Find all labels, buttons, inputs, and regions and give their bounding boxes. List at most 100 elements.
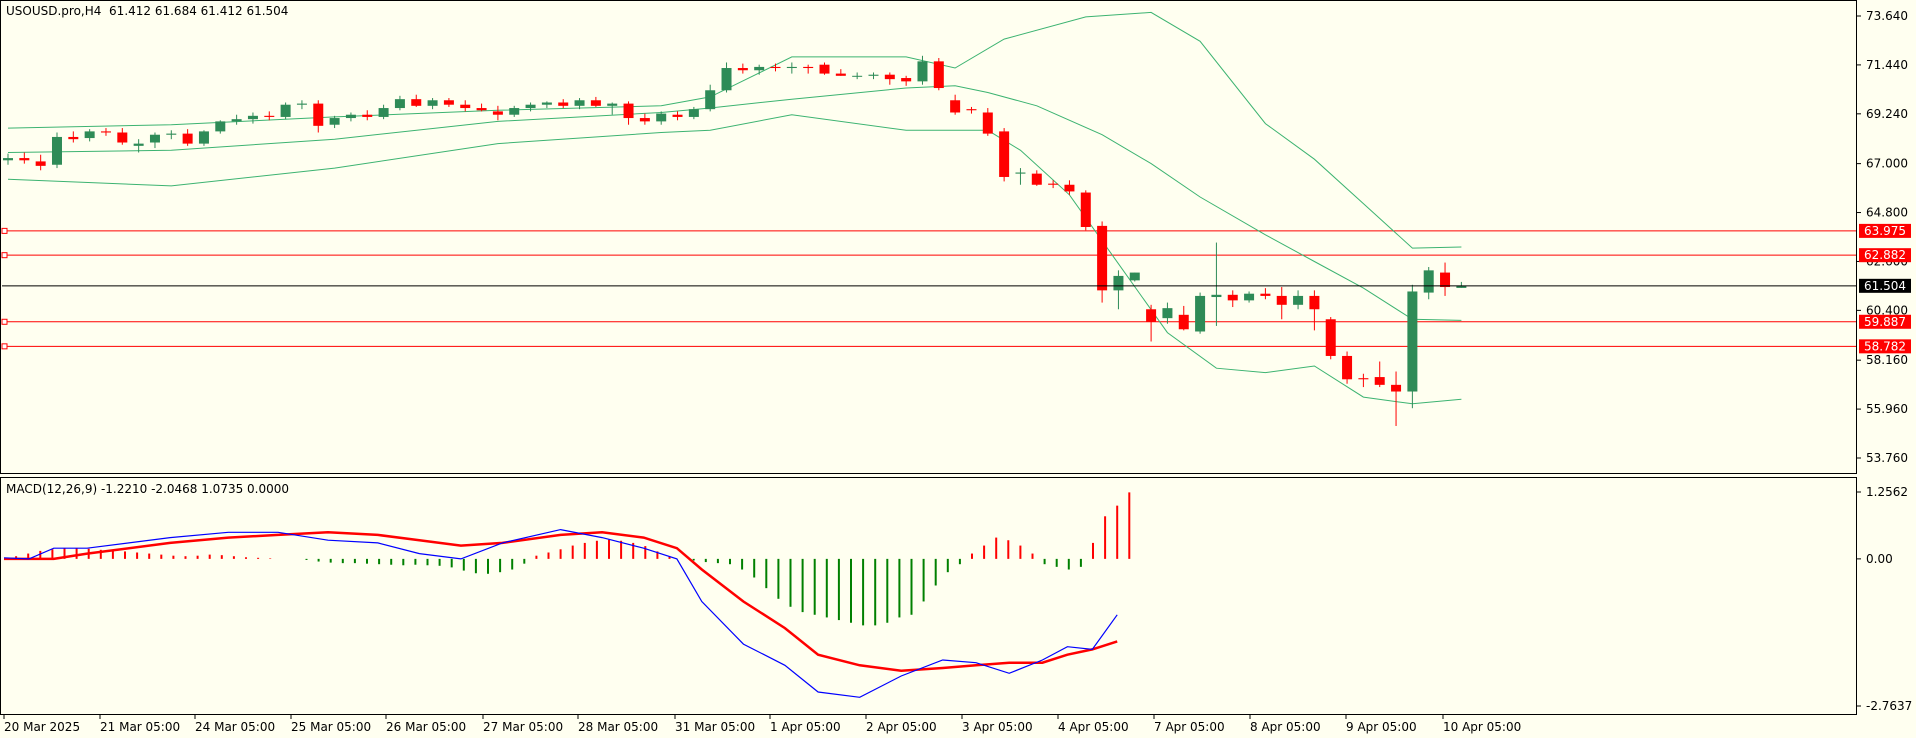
macd-main-line — [3, 528, 1118, 698]
candle-body — [1195, 295, 1206, 332]
time-tick-label: 4 Apr 05:00 — [1058, 720, 1129, 734]
macd-tick-label: -2.7637 — [1866, 699, 1912, 713]
time-axis: 20 Mar 2025 21 Mar 05:00 24 Mar 05:00 25 Ma… — [3, 714, 1521, 734]
candle-body — [1113, 275, 1124, 291]
candle-body — [770, 66, 781, 69]
bear-candle — [819, 62, 830, 75]
bull-candle — [345, 112, 356, 122]
bear-candle — [313, 100, 324, 133]
price-tick-label: 69.240 — [1866, 107, 1908, 121]
time-tick-label: 3 Apr 05:00 — [962, 720, 1033, 734]
time-tick-label: 28 Mar 05:00 — [578, 720, 658, 734]
macd-label: MACD(12,26,9) — [6, 482, 98, 496]
time-tick-label: 24 Mar 05:00 — [195, 720, 275, 734]
band-lower-line — [7, 114, 1462, 405]
bear-candle — [492, 105, 503, 121]
candle-body — [737, 68, 748, 71]
candle-body — [917, 61, 928, 82]
bear-candle — [68, 131, 79, 143]
bull-candle — [3, 153, 13, 165]
candle-body — [492, 111, 503, 115]
candle-body — [1064, 184, 1075, 192]
candle-body — [607, 103, 618, 106]
bear-candle — [1178, 305, 1189, 331]
candle-body — [852, 75, 863, 77]
candle-body — [1342, 355, 1353, 380]
macd-pane-frame — [0, 477, 1857, 715]
time-tick-label: 21 Mar 05:00 — [100, 720, 180, 734]
macd-header: MACD(12,26,9) -1.2210 -2.0468 1.0735 0.0… — [6, 482, 289, 496]
price-axis: 73.64071.44069.24067.00064.80062.60060.4… — [1856, 9, 1908, 465]
macd-lines — [3, 528, 1118, 698]
bear-candle — [1309, 290, 1320, 331]
bear-candle — [1440, 262, 1451, 296]
candle-body — [1178, 314, 1189, 330]
candle-body — [329, 118, 340, 125]
bear-candle — [182, 129, 193, 146]
bull-candle — [541, 101, 552, 109]
price-tick-label: 73.640 — [1866, 9, 1908, 23]
bull-candle — [509, 105, 520, 117]
bear-candle — [623, 101, 634, 125]
price-tick-label: 64.800 — [1866, 206, 1908, 220]
bull-candle — [215, 120, 226, 134]
candle-body — [149, 134, 160, 143]
bull-candle — [84, 129, 95, 142]
bull-candle — [1129, 272, 1140, 282]
candle-body — [133, 143, 144, 146]
macd-signal-line — [4, 531, 1118, 672]
bear-candle — [1358, 373, 1369, 388]
candle-body — [215, 121, 226, 132]
candle-body — [688, 109, 699, 117]
candles — [3, 55, 1467, 426]
candle-body — [427, 100, 438, 106]
candle-body — [1227, 294, 1238, 301]
bull-candle — [688, 106, 699, 120]
candle-body — [19, 158, 30, 161]
candle-body — [117, 132, 128, 143]
horizontal-levels[interactable]: 63.975 62.882 59.887 58.782 — [1, 223, 1911, 354]
candle-body — [460, 104, 471, 109]
candle-body — [1456, 285, 1467, 288]
candle-body — [574, 100, 585, 106]
bull-candle — [754, 64, 765, 75]
bear-candle — [411, 94, 422, 107]
bear-candle — [901, 75, 912, 86]
candle-body — [1374, 377, 1385, 385]
candle-body — [1097, 225, 1108, 291]
bull-candle — [721, 62, 732, 93]
bull-candle — [149, 132, 160, 149]
candle-body — [378, 108, 389, 117]
bear-candle — [884, 72, 895, 85]
bear-candle — [1276, 287, 1287, 320]
candle-body — [1423, 270, 1434, 293]
bear-candle — [966, 106, 977, 114]
bull-candle — [166, 130, 177, 140]
macd-tick-label: 1.2562 — [1866, 485, 1908, 499]
bear-candle — [362, 110, 373, 121]
bear-candle — [1260, 288, 1271, 300]
candle-body — [166, 133, 177, 135]
time-tick-label: 9 Apr 05:00 — [1346, 720, 1417, 734]
candle-body — [884, 74, 895, 80]
candle-body — [623, 103, 634, 119]
bull-candle — [280, 102, 291, 120]
candle-body — [1276, 295, 1287, 305]
level-label-box — [1859, 223, 1911, 238]
bull-candle — [198, 130, 209, 146]
bull-candle — [133, 139, 144, 153]
candle-body — [705, 90, 716, 110]
candle-body — [1048, 183, 1059, 185]
bull-candle — [1113, 270, 1124, 310]
candle-body — [950, 100, 961, 113]
level-label-box — [1859, 314, 1911, 329]
level-anchor-handle — [1, 318, 8, 325]
candle-body — [721, 68, 732, 91]
price-pane-frame — [0, 0, 1857, 474]
time-tick-label: 20 Mar 2025 — [4, 720, 80, 734]
bear-candle — [1097, 221, 1108, 303]
bull-candle — [1244, 291, 1255, 303]
candle-body — [1211, 294, 1222, 298]
bull-candle — [427, 98, 438, 110]
level-label: 62.882 — [1864, 248, 1906, 262]
